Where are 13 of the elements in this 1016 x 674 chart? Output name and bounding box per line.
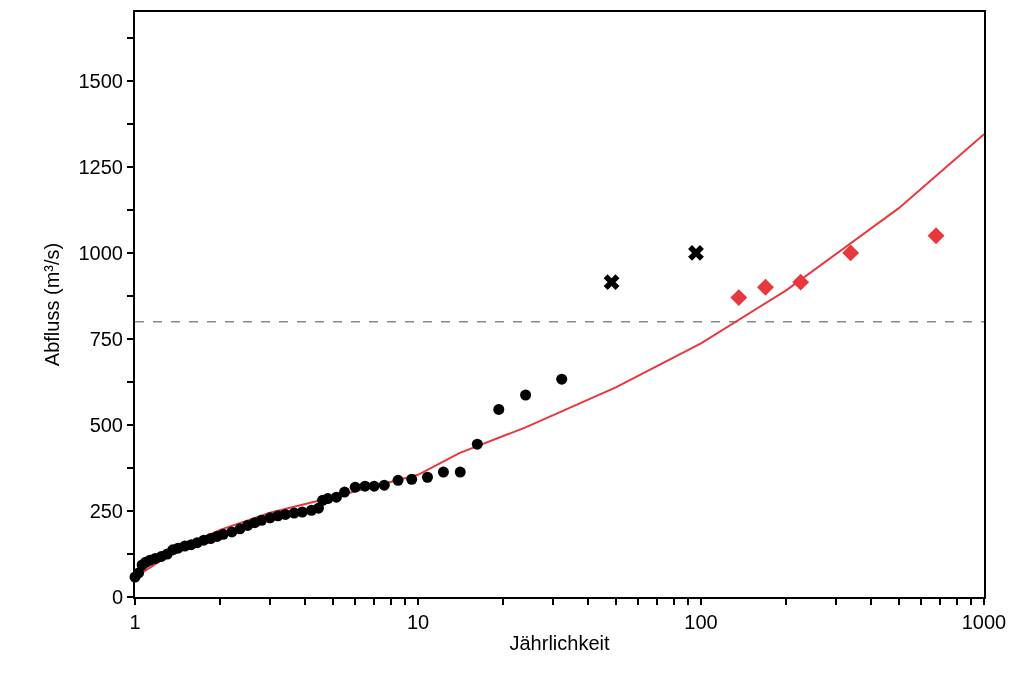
y-tick-label: 1500 (78, 69, 123, 92)
y-tick-label: 500 (89, 413, 123, 436)
x-tick-label: 1 (129, 611, 141, 633)
y-tick-label: 1250 (78, 155, 123, 178)
y-tick-label: 1000 (78, 241, 123, 264)
x-axis-title: Jährlichkeit (509, 632, 610, 654)
y-tick-label: 250 (89, 499, 123, 522)
x-tick-label: 10 (406, 611, 430, 633)
x-tick-label: 100 (684, 611, 718, 633)
y-tick-label: 750 (89, 327, 123, 350)
x-tick-label: 1000 (961, 611, 1007, 633)
y-axis-title: Abfluss (m³/s) (40, 242, 63, 367)
y-tick-label: 0 (111, 586, 123, 608)
